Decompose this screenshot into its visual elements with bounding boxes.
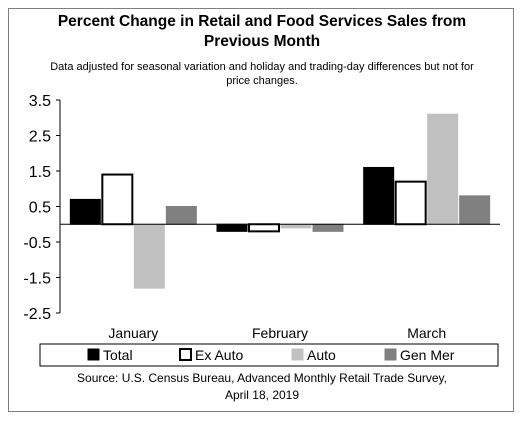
y-tick-label: -1.5 [23,271,51,288]
x-category-label: January [108,325,158,341]
y-tick-label: 2.5 [29,129,51,146]
chart-title: Percent Change in Retail and Food Servic… [0,12,524,52]
bar-auto-march [427,113,459,225]
bar-total-march [363,166,395,225]
legend-label-gen-mer: Gen Mer [400,347,455,363]
y-tick-label: 0.5 [29,200,51,217]
bar-ex-auto-march [394,180,427,226]
chart-title-line-1: Percent Change in Retail and Food Servic… [57,13,467,30]
y-tick-label: 1.5 [29,164,51,181]
legend-label-total: Total [103,347,133,363]
chart-title-line-2: Previous Month [203,33,321,50]
y-tick-label: 3.5 [29,93,51,110]
legend-swatch-auto [291,348,304,361]
bar-total-january [69,198,101,225]
y-tick-label: -0.5 [23,235,51,252]
legend-label-ex-auto: Ex Auto [195,347,243,363]
legend-swatch-gen-mer [384,348,397,361]
chart-subtitle: Data adjusted for seasonal variation and… [0,60,524,88]
chart-subtitle-line-2: price changes. [226,75,298,87]
bar-auto-february [280,223,312,229]
bar-auto-january [133,223,165,289]
chart-source-line-1: Source: U.S. Census Bureau, Advanced Mon… [77,371,447,385]
bar-ex-auto-february [248,223,280,233]
chart-source-line-2: April 18, 2019 [224,388,300,402]
chart-subtitle-line-1: Data adjusted for seasonal variation and… [50,61,474,73]
x-category-label: March [407,325,446,341]
legend-swatch-ex-auto [179,348,192,361]
bar-total-february [216,223,248,232]
bar-gen-mer-march [459,195,491,225]
y-tick-label: -2.5 [23,306,51,323]
legend-label-auto: Auto [307,347,336,363]
legend-swatch-total [87,348,100,361]
x-category-label: February [252,325,308,341]
bar-gen-mer-february [312,223,344,232]
bar-gen-mer-january [165,206,197,225]
bar-ex-auto-january [101,173,134,226]
chart-source: Source: U.S. Census Bureau, Advanced Mon… [0,370,524,404]
legend-box [39,343,499,367]
